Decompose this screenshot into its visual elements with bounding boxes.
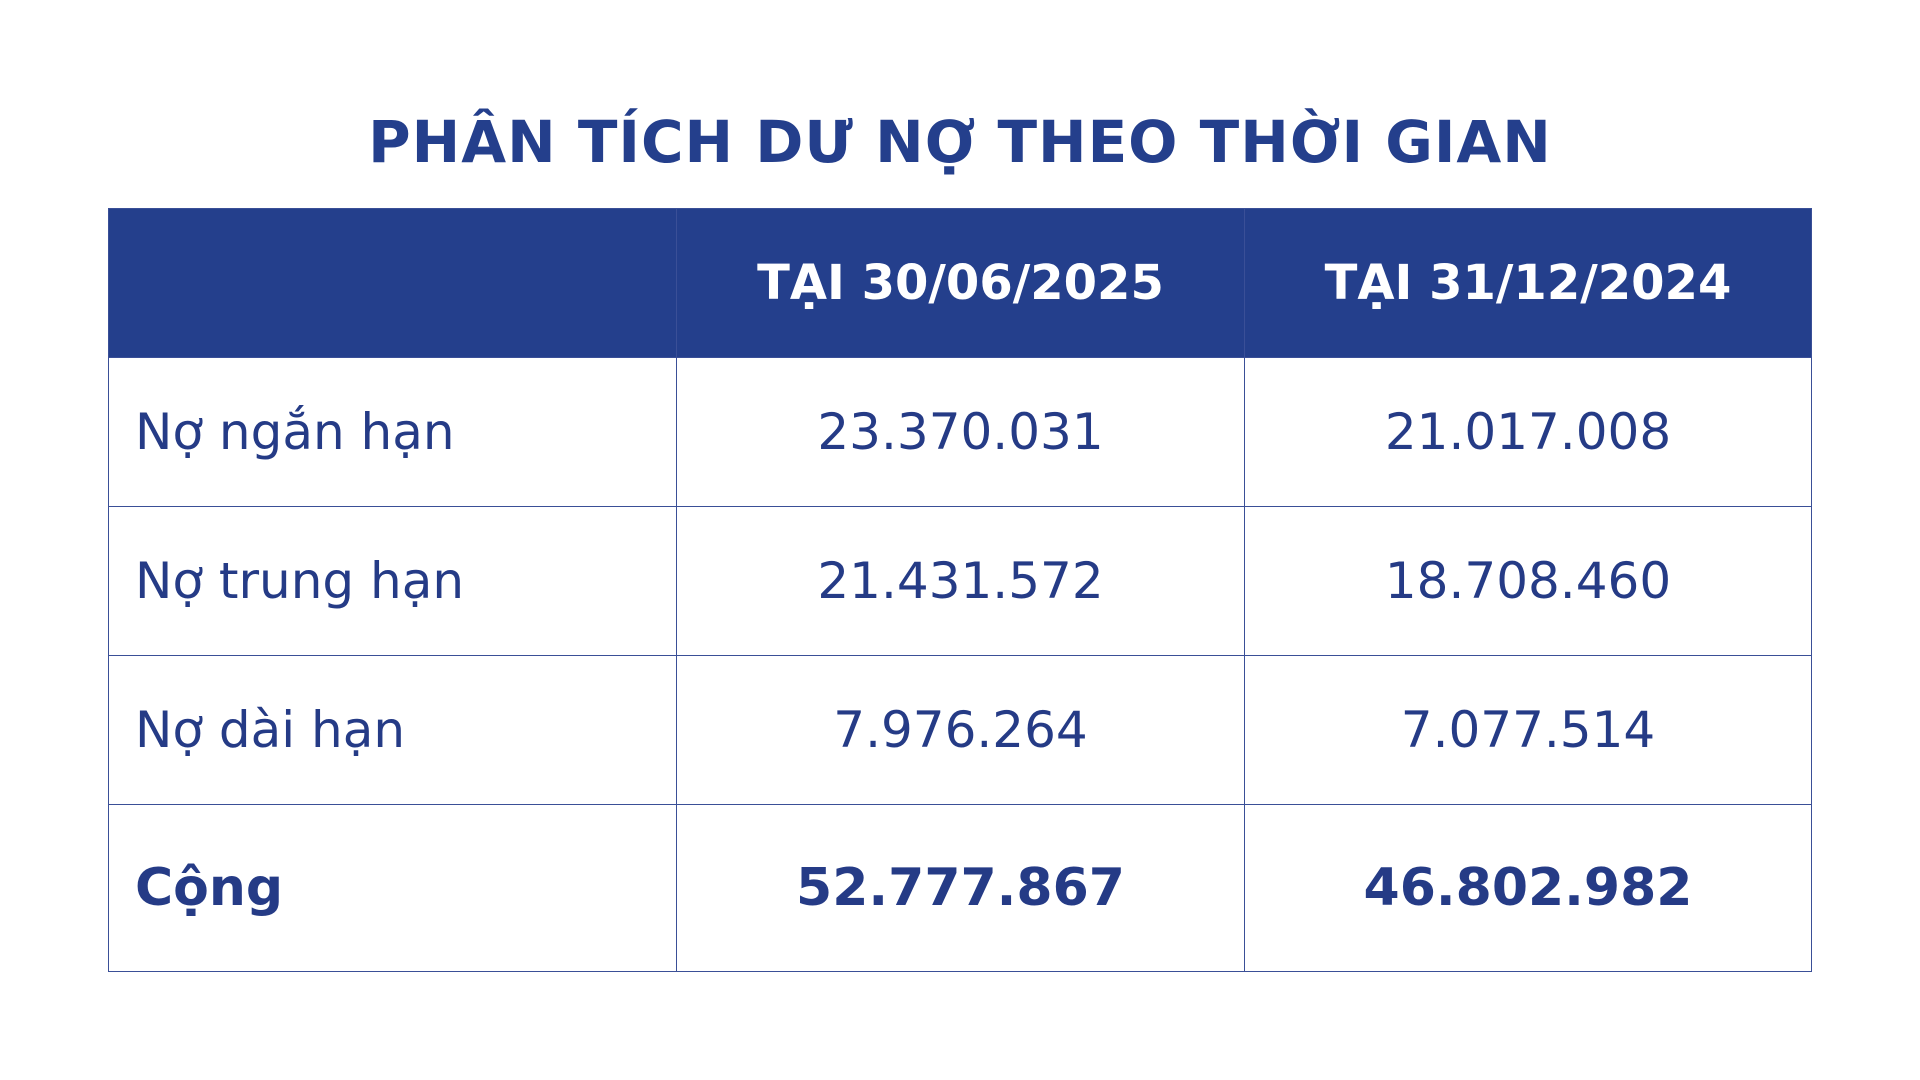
value-cell: 23.370.031 (676, 357, 1245, 507)
header-cell: TẠI 30/06/2025 (676, 208, 1245, 358)
value-cell: 21.431.572 (676, 506, 1245, 656)
row: Nợ dài hạn 7.976.264 7.077.514 (108, 655, 1812, 805)
total-label: Cộng (108, 804, 677, 972)
total-row: Cộng 52.777.867 46.802.982 (108, 804, 1812, 972)
row-label: Nợ ngắn hạn (108, 357, 677, 507)
row: Nợ trung hạn 21.431.572 18.708.460 (108, 506, 1812, 656)
debt-table: TẠI 30/06/2025 TẠI 31/12/2024 Nợ ngắn hạn… (108, 208, 1812, 972)
row: Nợ ngắn hạn 23.370.031 21.017.008 (108, 357, 1812, 507)
total-value: 52.777.867 (676, 804, 1245, 972)
header-cell: TẠI 31/12/2024 (1244, 208, 1812, 358)
row-label: Nợ dài hạn (108, 655, 677, 805)
row-label: Nợ trung hạn (108, 506, 677, 656)
title: PHÂN TÍCH DƯ NỢ THEO THỜI GIAN (368, 108, 1552, 176)
value-cell: 18.708.460 (1244, 506, 1812, 656)
header-cell (108, 208, 677, 358)
value-cell: 21.017.008 (1244, 357, 1812, 507)
value-cell: 7.077.514 (1244, 655, 1812, 805)
header-row: TẠI 30/06/2025 TẠI 31/12/2024 (108, 208, 1812, 358)
total-value: 46.802.982 (1244, 804, 1812, 972)
value-cell: 7.976.264 (676, 655, 1245, 805)
